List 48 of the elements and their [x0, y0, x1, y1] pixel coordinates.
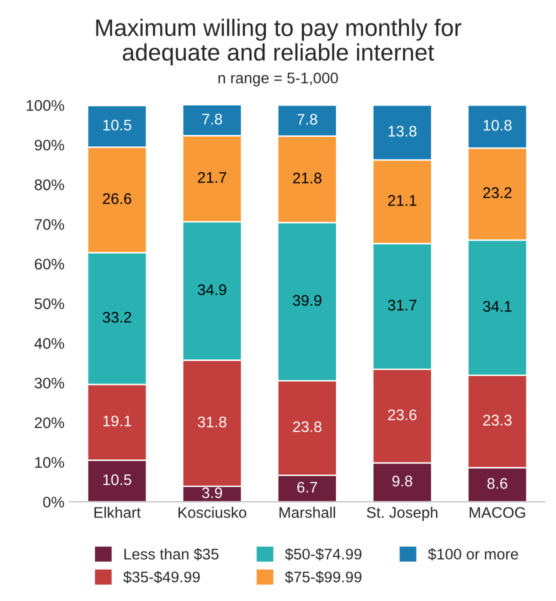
data-label: 8.6: [487, 478, 508, 489]
data-label: 6.7: [297, 482, 318, 493]
data-label: 23.8: [293, 421, 322, 432]
y-tick-label: 80%: [34, 179, 64, 190]
y-tick-label: 50%: [34, 298, 64, 310]
x-tick-label: Kosciusko: [178, 506, 246, 518]
data-label: 31.8: [198, 416, 226, 428]
data-label: 34.9: [198, 284, 226, 296]
x-tick-label: Marshall: [280, 506, 336, 518]
x-tick-label: Elkhart: [94, 506, 141, 518]
data-label: 9.8: [392, 476, 412, 486]
data-label: 33.2: [102, 312, 132, 323]
chart-subtitle: n range = 5-1,000: [218, 72, 338, 86]
y-tick-label: 40%: [34, 338, 64, 349]
legend-label: $50-$74.99: [285, 548, 362, 560]
data-label: 39.9: [292, 295, 322, 306]
y-tick-label: 90%: [34, 140, 64, 151]
data-label: 19.1: [103, 416, 132, 426]
data-label: 34.1: [483, 300, 512, 312]
data-label: 10.5: [103, 474, 132, 486]
x-tick-label: St. Joseph: [366, 506, 438, 521]
data-label: 26.6: [102, 193, 132, 204]
data-label: 23.2: [483, 187, 512, 198]
data-label: 21.8: [293, 172, 322, 184]
legend-label: $100 or more: [428, 548, 518, 560]
legend-label: Less than $35: [124, 548, 219, 560]
data-label: 10.8: [484, 120, 512, 131]
data-label: 31.7: [388, 300, 416, 311]
x-tick-label: MACOG: [470, 507, 526, 518]
data-label: 7.8: [297, 114, 318, 125]
y-tick-label: 10%: [35, 457, 64, 468]
y-tick-label: 20%: [34, 417, 64, 428]
y-tick-label: 60%: [34, 258, 64, 270]
legend-label: $35-$49.99: [123, 570, 200, 584]
y-tick-label: 0%: [43, 496, 64, 508]
y-tick-label: 100%: [26, 100, 64, 111]
chart-title: Maximum willing to pay monthly for adequate and reliable internet: [96, 18, 462, 66]
data-label: 23.3: [483, 414, 512, 426]
data-label: 23.6: [388, 409, 416, 420]
data-label: 13.8: [388, 126, 416, 137]
data-label: 21.7: [198, 172, 226, 183]
data-label: 7.8: [202, 114, 222, 125]
y-tick-label: 30%: [34, 378, 64, 389]
data-label: 21.1: [388, 195, 416, 206]
data-label: 3.9: [202, 487, 222, 498]
data-label: 10.5: [103, 120, 132, 130]
y-tick-label: 70%: [34, 219, 64, 230]
legend-label: $75-$99.99: [285, 570, 362, 584]
